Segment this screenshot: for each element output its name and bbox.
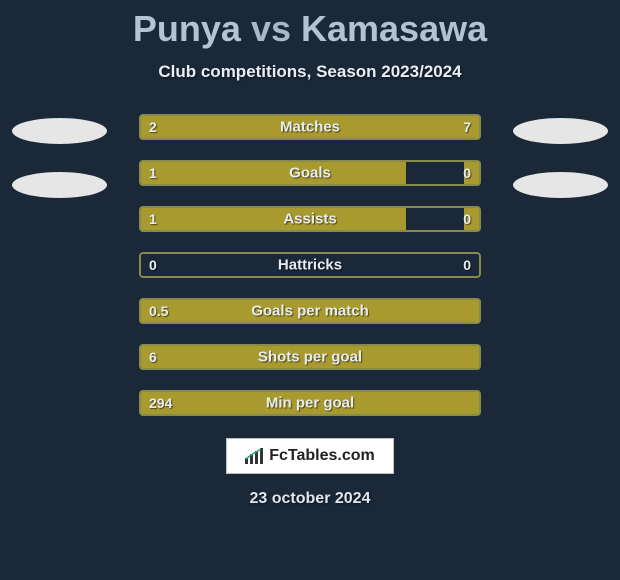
stat-label: Assists <box>283 211 336 228</box>
player2-badge <box>513 172 608 198</box>
stat-value-left: 0.5 <box>149 303 168 319</box>
stat-value-right: 7 <box>463 119 471 135</box>
player1-badge <box>12 118 107 144</box>
stat-row: 1 Goals 0 <box>139 160 481 186</box>
bar-left <box>139 160 406 186</box>
stat-value-right: 0 <box>463 165 471 181</box>
chart-icon <box>245 448 263 464</box>
right-badges <box>513 114 608 198</box>
stat-value-left: 1 <box>149 165 157 181</box>
vs-label: vs <box>251 8 291 49</box>
page-title: Punya vs Kamasawa <box>0 0 620 50</box>
stat-row: 6 Shots per goal <box>139 344 481 370</box>
stat-rows: 2 Matches 7 1 Goals 0 1 Assists 0 0 Hattricks 0 0.5 G… <box>139 114 481 416</box>
subtitle: Club competitions, Season 2023/2024 <box>0 62 620 82</box>
stat-label: Matches <box>280 119 340 136</box>
stat-value-right: 0 <box>463 257 471 273</box>
stat-label: Goals <box>289 165 331 182</box>
footer: FcTables.com 23 october 2024 <box>0 438 620 508</box>
stat-value-left: 1 <box>149 211 157 227</box>
stat-label: Goals per match <box>251 303 369 320</box>
stat-row: 0 Hattricks 0 <box>139 252 481 278</box>
stat-value-left: 2 <box>149 119 157 135</box>
comparison-container: 2 Matches 7 1 Goals 0 1 Assists 0 0 Hattricks 0 0.5 G… <box>0 114 620 416</box>
logo-text: FcTables.com <box>269 447 375 465</box>
bar-left <box>139 206 406 232</box>
bar-right <box>214 114 481 140</box>
stat-value-left: 6 <box>149 349 157 365</box>
stat-value-left: 0 <box>149 257 157 273</box>
player2-badge <box>513 118 608 144</box>
stat-label: Hattricks <box>278 257 342 274</box>
stat-row: 2 Matches 7 <box>139 114 481 140</box>
stat-value-left: 294 <box>149 395 172 411</box>
stat-label: Shots per goal <box>258 349 362 366</box>
player1-badge <box>12 172 107 198</box>
logo-box: FcTables.com <box>226 438 394 474</box>
player1-name: Punya <box>133 8 241 49</box>
stat-row: 294 Min per goal <box>139 390 481 416</box>
stat-row: 1 Assists 0 <box>139 206 481 232</box>
stat-row: 0.5 Goals per match <box>139 298 481 324</box>
stat-label: Min per goal <box>266 395 354 412</box>
stat-value-right: 0 <box>463 211 471 227</box>
date-label: 23 october 2024 <box>0 490 620 508</box>
player2-name: Kamasawa <box>301 8 487 49</box>
left-badges <box>12 114 107 198</box>
